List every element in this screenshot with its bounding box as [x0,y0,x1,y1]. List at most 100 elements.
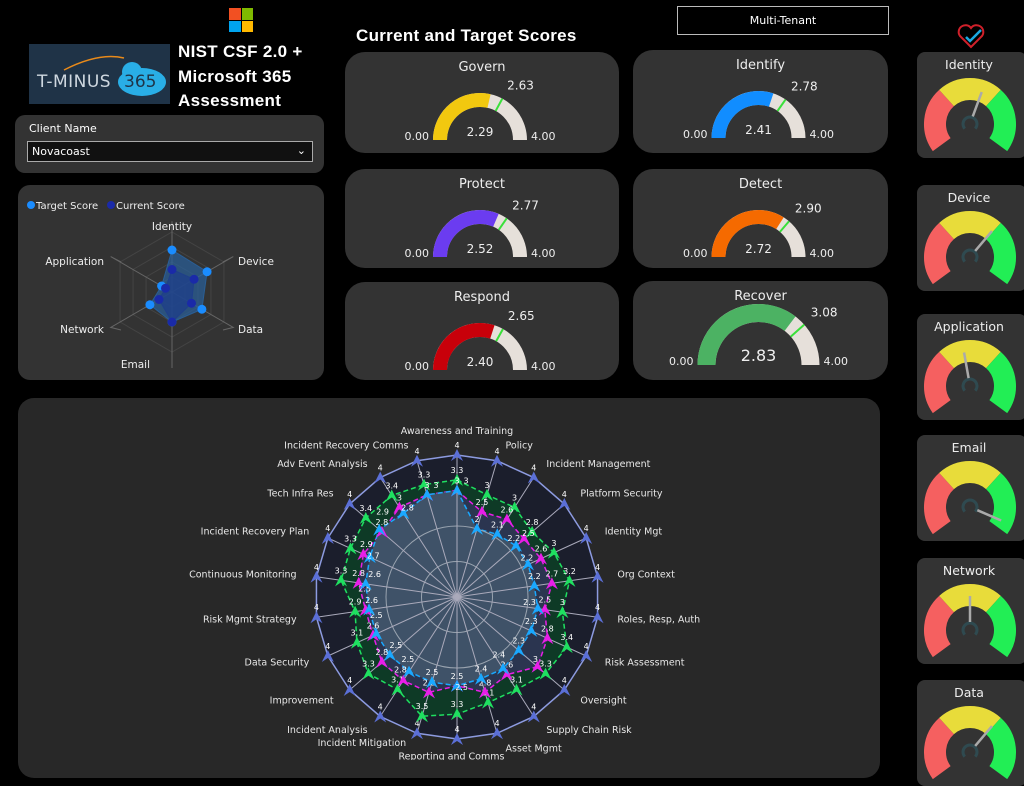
gauge-value-arc [433,93,491,141]
radar-value-label: 2.5 [455,683,468,692]
radar-value-label: 2.5 [451,672,464,681]
radar-point-target [167,245,177,255]
gauge-title: Protect [459,177,505,192]
radar-axis-label: Improvement [270,695,334,706]
radar-marker [383,649,396,662]
radar-marker [375,656,388,669]
radar-spoke [456,596,598,618]
radar-marker [420,488,433,501]
radar-marker [350,636,363,649]
category-gauge-email: Email [917,435,1024,541]
gauge-min-label: 0.00 [405,247,430,260]
gauge-value-arc [711,210,784,258]
gauge-max-label: 4.00 [531,247,556,260]
gauge-chart [924,461,1016,535]
radar-axis-label: Oversight [580,695,626,706]
radar-value-label: 3 [454,477,459,486]
radar-marker [479,686,492,699]
radar-value-label: 2.8 [541,624,554,633]
radar-marker [451,733,463,745]
radar-axis-label: Incident Analysis [287,725,368,736]
radar-value-label: 2.5 [402,655,415,664]
gauge-chart: 0.00 4.00 2.29 2.63 [405,78,556,143]
radar-value-label: 2.8 [526,518,539,527]
gauge-hub [961,743,979,758]
multi-tenant-button[interactable]: Multi-Tenant [677,6,889,35]
radar-marker [545,577,558,590]
category-gauge-data: Data [917,680,1024,786]
radar-point-target [197,304,207,314]
radar-point-target [145,300,155,310]
radar-axis-label: Identity [152,221,192,233]
gauge-target-value: 2.65 [508,309,535,323]
radar-spoke [456,503,565,598]
radar-marker [482,696,495,709]
radar-marker [491,727,504,740]
client-name-dropdown[interactable]: Novacoast ⌄ [27,141,313,162]
gauge-card-identify: Identify 0.00 4.00 2.41 2.78 [633,50,888,153]
radar-value-label: 3.3 [335,566,348,575]
gauge-current-value: 2.40 [467,355,494,369]
radar-marker [563,574,576,587]
radar-marker [518,532,531,545]
radar-value-label: 2.4 [492,650,505,659]
gauge-current-value: 2.52 [467,242,494,256]
radar-axis-label: Network [60,324,105,336]
radar-value-label: 3 [463,477,468,486]
radar-value-label: 3 [424,481,429,490]
gauge-hub [961,377,979,392]
gauge-band [924,351,955,414]
radar-marker [321,532,334,545]
radar-value-label: 4 [378,464,383,473]
radar-value-label: 4 [325,524,330,533]
radar-value-label: 4 [414,719,419,728]
radar-marker [385,489,398,502]
radar-marker [510,683,523,696]
gauge-chart [924,584,1016,658]
radar-axis-label: Reporting and Comms [398,751,504,760]
radar-marker [422,686,435,699]
radar-marker [527,710,540,723]
radar-axis-label: Identity Mgt [605,526,663,537]
radar-value-label: 4 [454,725,459,734]
legend-label: Current Score [116,201,185,212]
gauge-band [939,461,1001,490]
radar-marker [397,674,410,687]
gauge-chart [924,340,1016,414]
client-filter-panel: Client Name Novacoast ⌄ [15,115,324,173]
radar-value-label: 2.6 [368,570,381,579]
gauge-hub [961,498,979,513]
gauge-hub [961,248,979,263]
radar-value-label: 2.2 [508,534,521,543]
radar-marker [522,558,535,571]
radar-value-label: 2.5 [358,585,371,594]
gauge-card-respond: Respond 0.00 4.00 2.40 2.65 [345,282,619,380]
gauge-current-value: 2.83 [741,346,777,365]
gauge-band [985,351,1016,414]
radar-value-label: 4 [378,702,383,711]
gauge-band [924,717,955,780]
radar-value-label: 4 [347,490,352,499]
radar-point-current [186,298,196,308]
radar-value-label: 2.6 [535,545,548,554]
radar-axis-label: Incident Management [546,459,650,470]
radar-marker [352,576,365,589]
radar-marker [476,505,489,518]
radar-value-label: 2.5 [370,611,383,620]
gauge-max-label: 4.00 [531,360,556,373]
radar-marker [415,710,428,723]
radar-axis-label: Incident Recovery Plan [201,526,310,537]
radar-value-label: 2.6 [501,661,514,670]
radar-point-current [167,317,177,327]
radar-marker [560,641,573,654]
radar-spoke [379,596,458,717]
radar-marker [362,667,375,680]
radar-value-label: 3.1 [391,676,404,685]
gauge-value-arc [697,304,796,366]
radar-marker [580,649,593,662]
gauge-chart [924,211,1016,285]
gauge-min-label: 0.00 [405,360,430,373]
radar-marker [410,454,423,467]
radar-value-label: 2.2 [528,572,541,581]
radar-value-label: 4 [314,603,319,612]
